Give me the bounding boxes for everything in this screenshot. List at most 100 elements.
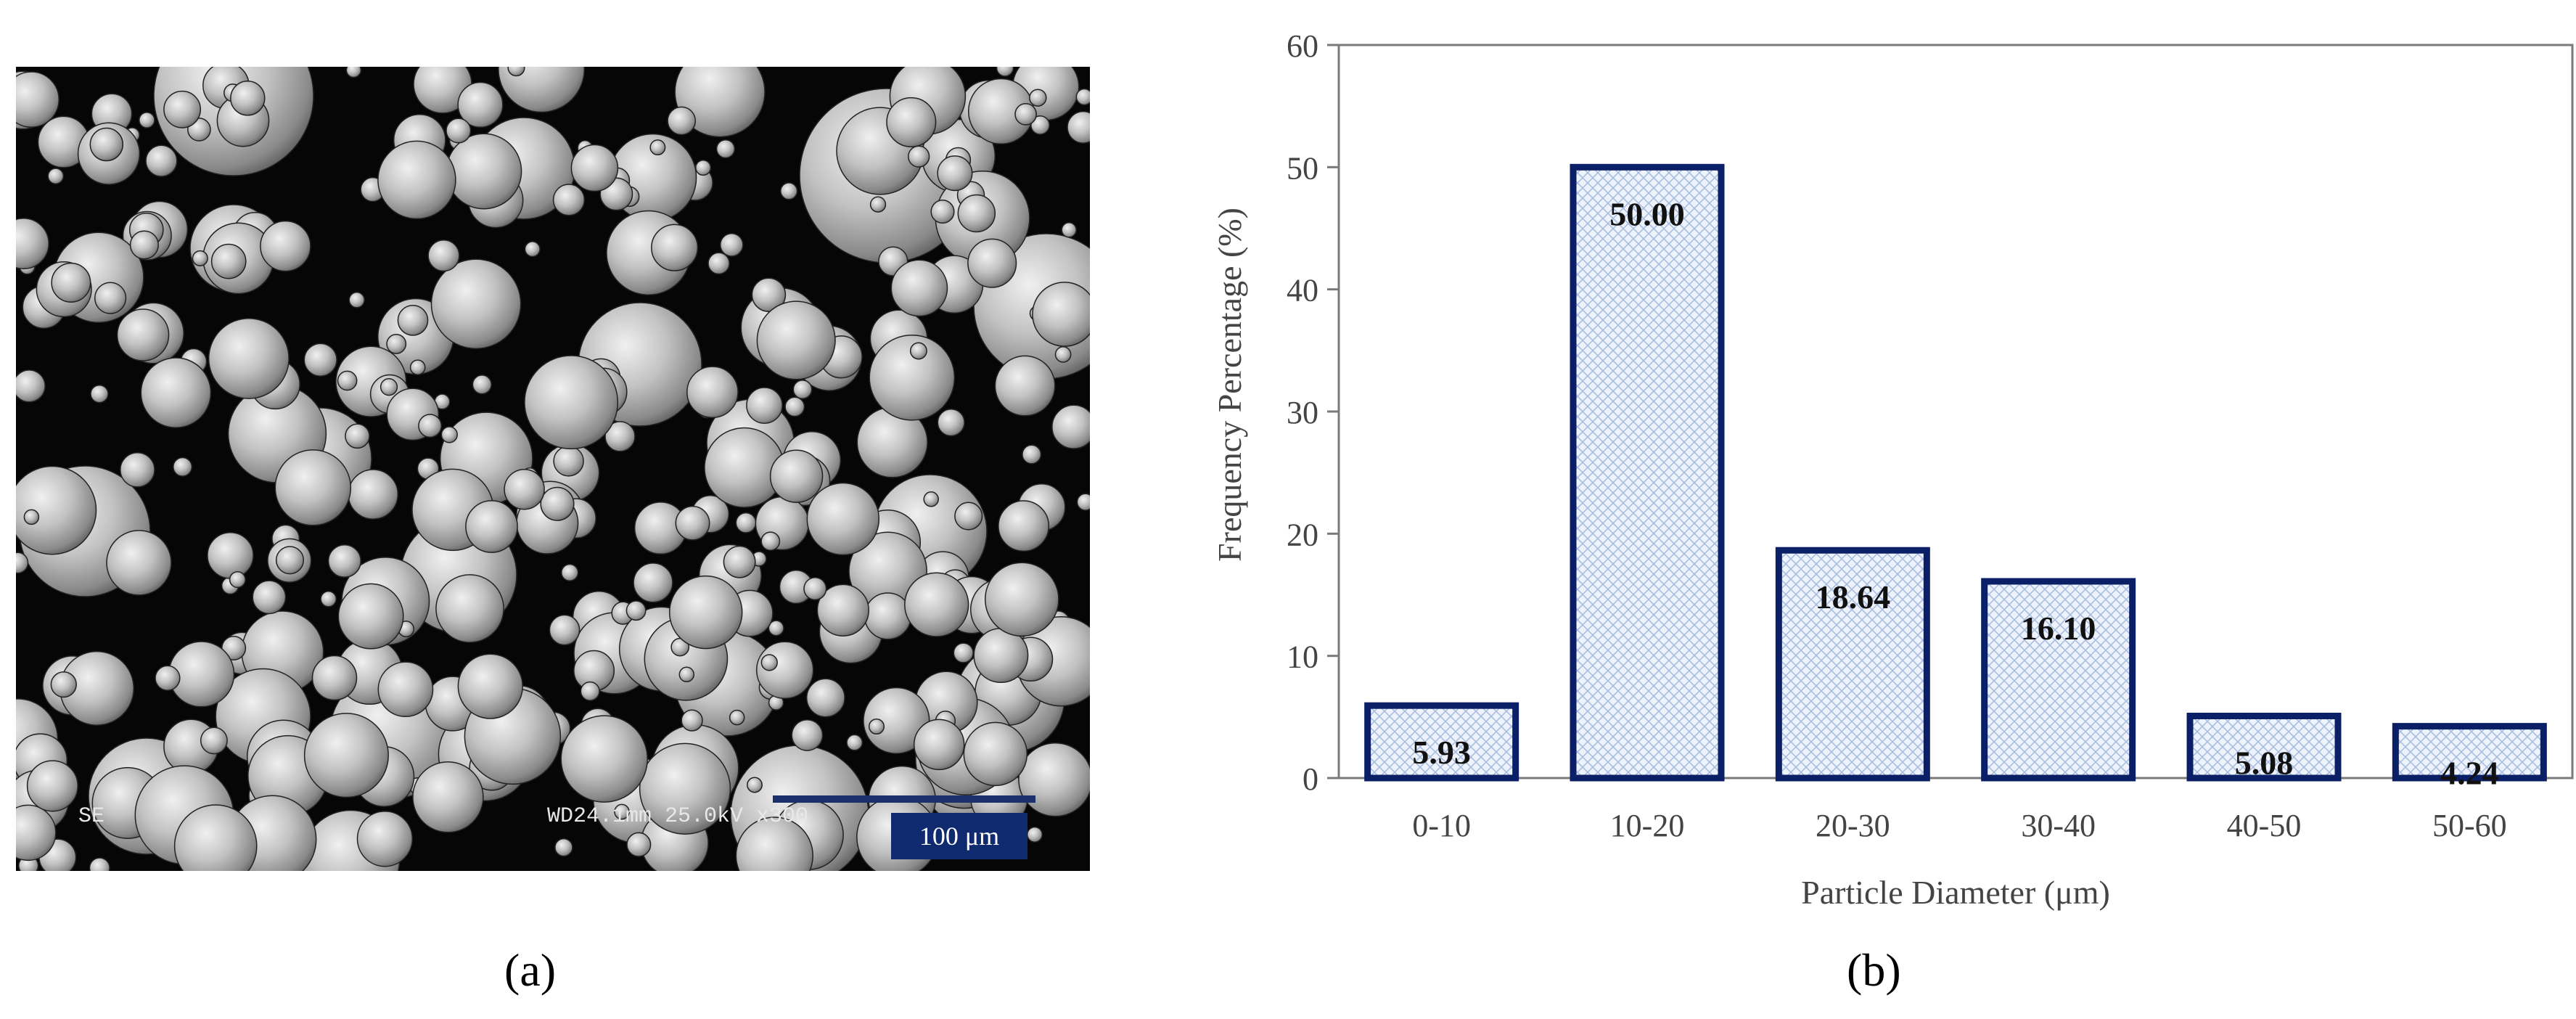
powder-particle <box>1067 110 1090 144</box>
powder-particle <box>803 577 827 601</box>
y-tick-label: 20 <box>1287 517 1318 552</box>
powder-particle <box>954 502 983 531</box>
powder-particle <box>16 218 49 270</box>
powder-particle <box>89 127 124 162</box>
powder-particle <box>552 184 586 216</box>
powder-particle <box>792 380 813 400</box>
x-tick-label-40-50: 40-50 <box>2227 808 2302 843</box>
powder-particle <box>311 655 358 701</box>
sem-detector-label: SE <box>78 804 105 829</box>
powder-particle <box>719 233 744 257</box>
powder-particle <box>89 857 110 871</box>
plot-frame <box>1337 44 2574 779</box>
powder-particle <box>252 580 287 615</box>
powder-particle <box>498 67 586 113</box>
powder-particle <box>430 258 522 350</box>
sem-micrograph: SE WD24.1mm 25.0kV x300 <box>16 67 1090 871</box>
powder-particle <box>320 590 337 607</box>
data-label-0-10: 5.93 <box>1412 734 1471 771</box>
powder-particle <box>1051 404 1090 449</box>
powder-particle <box>686 366 739 419</box>
sem-particles <box>16 67 1090 871</box>
powder-particle <box>16 552 29 574</box>
powder-particle <box>886 97 937 147</box>
powder-particle <box>275 546 305 575</box>
powder-particle <box>668 575 743 650</box>
panel-label-b: (b) <box>1847 944 1901 996</box>
powder-particle <box>998 500 1050 552</box>
bar-20-30 <box>1775 547 1930 782</box>
x-axis-label: Particle Diameter (μm) <box>1801 874 2110 911</box>
powder-particle <box>1018 742 1090 817</box>
y-tick-label: 0 <box>1303 761 1318 797</box>
powder-particle <box>23 509 40 525</box>
powder-particle <box>418 414 443 438</box>
powder-particle <box>649 139 666 156</box>
x-tick-label-50-60: 50-60 <box>2432 808 2507 843</box>
bar-0-10 <box>1364 702 1519 782</box>
powder-particle <box>846 734 864 751</box>
powder-particle <box>397 305 429 336</box>
powder-particle <box>651 224 699 271</box>
powder-particle <box>864 592 912 640</box>
powder-particle <box>274 449 352 526</box>
y-tick-label: 30 <box>1287 395 1318 430</box>
powder-particle <box>163 90 202 128</box>
powder-particle <box>200 727 228 755</box>
powder-particle <box>51 262 91 303</box>
powder-particle <box>747 777 763 793</box>
powder-particle <box>435 574 504 643</box>
powder-particle <box>116 308 170 361</box>
powder-particle <box>155 665 181 691</box>
powder-particle <box>707 252 730 275</box>
powder-particle <box>614 803 630 820</box>
powder-particle <box>816 584 869 637</box>
powder-particle <box>145 144 178 177</box>
powder-particle <box>386 333 407 354</box>
chart-bars: 5.93 50.00 18.64 16.10 5.08 4.24 <box>1364 163 2547 792</box>
powder-particle <box>729 709 745 726</box>
powder-particle <box>746 387 783 424</box>
bar-50-60 <box>2392 723 2547 782</box>
data-label-30-40: 16.10 <box>2021 610 2096 647</box>
powder-particle <box>560 715 648 803</box>
powder-particle <box>913 719 965 771</box>
powder-particle <box>957 194 996 233</box>
chart-axes: 0 10 20 30 40 50 60 0-10 10-20 20-30 30-40 40-50 50-… <box>1287 28 2574 843</box>
powder-particle <box>756 300 836 380</box>
powder-particle <box>967 238 1017 288</box>
powder-particle <box>457 653 523 719</box>
powder-particle <box>210 243 247 279</box>
powder-particle <box>626 832 652 857</box>
powder-particle <box>16 465 97 555</box>
powder-particle <box>554 838 573 857</box>
powder-particle <box>337 583 404 650</box>
powder-particle <box>868 718 885 735</box>
powder-particle <box>760 531 781 552</box>
powder-particle <box>337 370 358 391</box>
data-label-20-30: 18.64 <box>1816 578 1891 615</box>
powder-particle <box>472 375 492 395</box>
data-label-10-20: 50.00 <box>1609 195 1685 232</box>
powder-particle <box>16 369 46 403</box>
powder-particle <box>192 250 208 266</box>
powder-particle <box>806 482 880 556</box>
powder-particle <box>561 563 579 582</box>
powder-particle <box>260 220 311 272</box>
powder-particle <box>580 681 600 701</box>
powder-particle <box>755 641 814 700</box>
powder-particle <box>377 661 434 718</box>
powder-particle <box>963 721 1028 787</box>
powder-particle <box>937 155 973 192</box>
powder-particle <box>639 742 731 835</box>
sem-scale-label: 100 μm <box>891 813 1027 859</box>
powder-particle <box>735 512 757 533</box>
powder-particle <box>303 343 337 377</box>
powder-particle <box>524 355 619 450</box>
powder-particle <box>139 112 155 128</box>
powder-particle <box>994 355 1056 417</box>
powder-particle <box>345 423 370 449</box>
powder-particle <box>412 761 484 833</box>
powder-particle <box>345 67 362 78</box>
powder-particle <box>780 182 798 200</box>
